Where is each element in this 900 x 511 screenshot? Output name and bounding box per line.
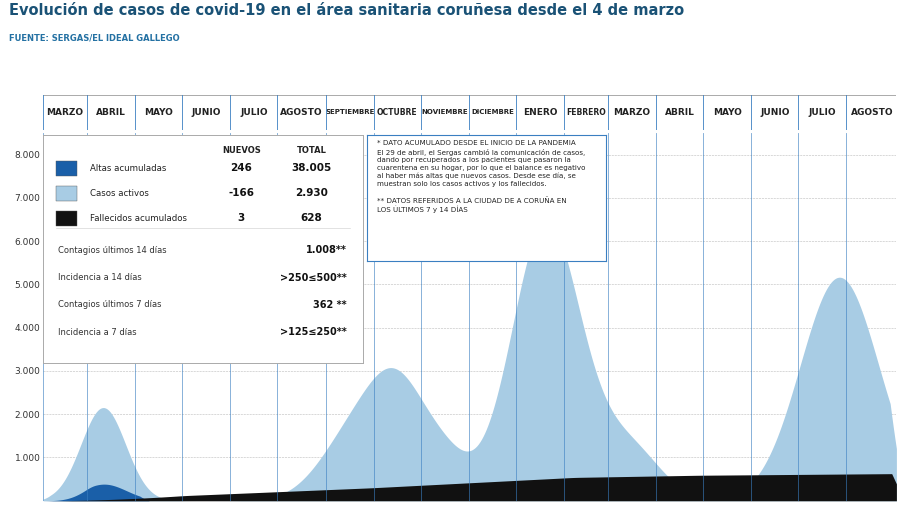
Text: MARZO: MARZO (47, 108, 84, 117)
Text: Casos activos: Casos activos (89, 189, 148, 198)
Text: Incidencia a 14 días: Incidencia a 14 días (58, 273, 141, 282)
Text: ABRIL: ABRIL (665, 108, 695, 117)
Text: Evolución de casos de covid-19 en el área sanitaria coruñesa desde el 4 de marzo: Evolución de casos de covid-19 en el áre… (9, 3, 684, 17)
Text: 362 **: 362 ** (313, 300, 346, 310)
Text: DICIEMBRE: DICIEMBRE (471, 109, 514, 115)
Text: >250≤500**: >250≤500** (280, 272, 346, 283)
Text: 38.005: 38.005 (292, 164, 332, 173)
Text: Contagios últimos 7 días: Contagios últimos 7 días (58, 300, 161, 309)
Text: AGOSTO: AGOSTO (850, 108, 894, 117)
Text: MAYO: MAYO (713, 108, 742, 117)
Text: NUEVOS: NUEVOS (222, 146, 261, 155)
Text: SEPTIEMBRE: SEPTIEMBRE (325, 109, 374, 115)
Text: >125≤250**: >125≤250** (280, 327, 346, 337)
Text: FEBRERO: FEBRERO (566, 108, 606, 117)
Text: ABRIL: ABRIL (96, 108, 126, 117)
Text: MARZO: MARZO (614, 108, 651, 117)
Text: JULIO: JULIO (808, 108, 836, 117)
Text: 1.008**: 1.008** (306, 245, 346, 256)
Bar (56, 161, 76, 176)
Text: AGOSTO: AGOSTO (280, 108, 323, 117)
Text: 246: 246 (230, 164, 252, 173)
Text: JULIO: JULIO (240, 108, 267, 117)
Text: JUNIO: JUNIO (192, 108, 220, 117)
Text: 3: 3 (238, 214, 245, 223)
Text: MAYO: MAYO (144, 108, 173, 117)
Text: Altas acumuladas: Altas acumuladas (89, 164, 166, 173)
Text: * DATO ACUMULADO DESDE EL INICIO DE LA PANDEMIA
El 29 de abril, el Sergas cambió: * DATO ACUMULADO DESDE EL INICIO DE LA P… (377, 141, 585, 214)
Text: JUNIO: JUNIO (760, 108, 789, 117)
Bar (56, 211, 76, 226)
Text: ENERO: ENERO (523, 108, 557, 117)
Text: NOVIEMBRE: NOVIEMBRE (421, 109, 468, 115)
Text: TOTAL: TOTAL (297, 146, 327, 155)
Text: 2.930: 2.930 (295, 189, 328, 198)
Text: 628: 628 (301, 214, 322, 223)
Bar (56, 186, 76, 201)
Text: FUENTE: SERGAS/EL IDEAL GALLEGO: FUENTE: SERGAS/EL IDEAL GALLEGO (9, 33, 180, 42)
Text: Fallecidos acumulados: Fallecidos acumulados (89, 214, 186, 223)
Text: -166: -166 (229, 189, 255, 198)
Text: OCTUBRE: OCTUBRE (377, 108, 418, 117)
Text: Incidencia a 7 días: Incidencia a 7 días (58, 328, 136, 337)
Text: Contagios últimos 14 días: Contagios últimos 14 días (58, 246, 166, 255)
